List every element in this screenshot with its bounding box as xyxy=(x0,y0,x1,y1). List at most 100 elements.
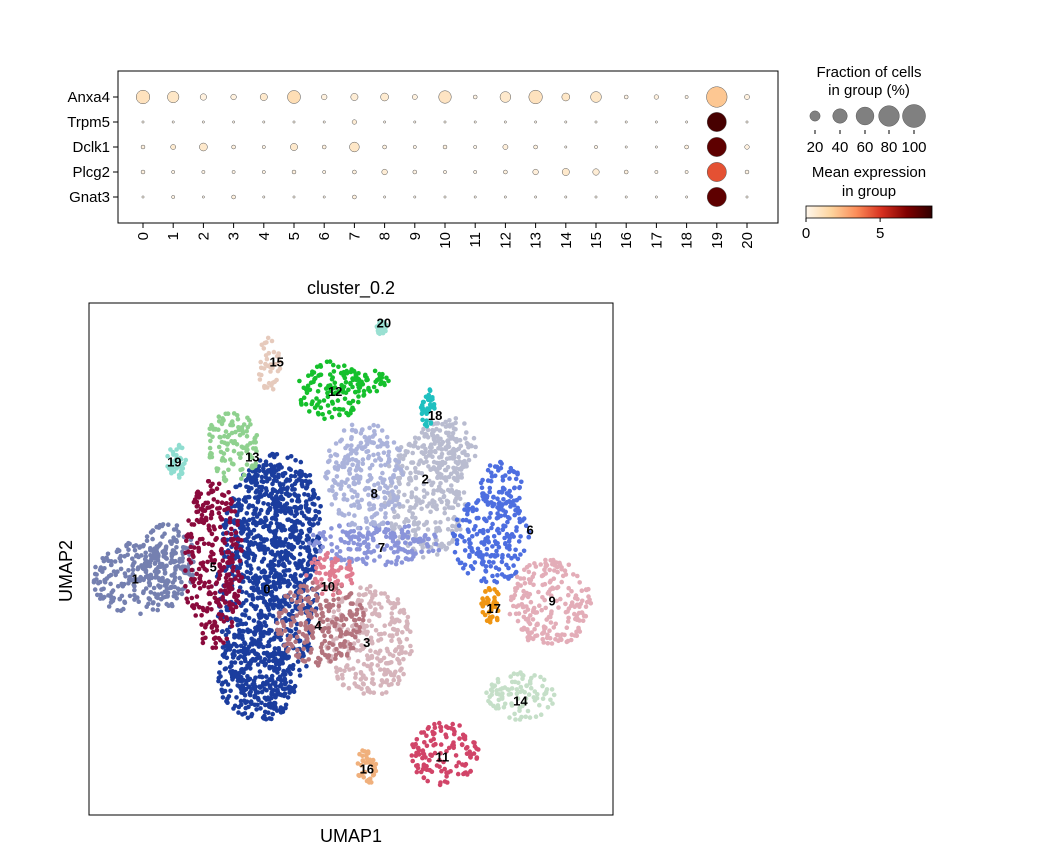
umap-point xyxy=(201,607,206,613)
umap-point xyxy=(251,527,257,533)
umap-point xyxy=(321,626,327,632)
umap-point xyxy=(112,559,118,564)
umap-point xyxy=(519,688,525,693)
umap-point xyxy=(410,528,416,533)
umap-point xyxy=(376,632,382,637)
umap-point xyxy=(119,593,125,599)
umap-point xyxy=(349,520,355,526)
umap-point xyxy=(547,580,553,585)
umap-point xyxy=(314,598,320,603)
umap-point xyxy=(375,663,381,668)
umap-point xyxy=(525,594,531,600)
gene-label: Plcg2 xyxy=(72,164,110,181)
umap-point xyxy=(366,545,371,550)
umap-point xyxy=(230,559,235,565)
size-legend-label: 100 xyxy=(901,139,926,156)
umap-point xyxy=(249,585,254,591)
umap-point xyxy=(212,558,218,563)
dot-mark xyxy=(442,144,448,150)
umap-point xyxy=(500,552,505,558)
umap-point xyxy=(246,472,252,478)
umap-point xyxy=(580,618,586,623)
umap-point xyxy=(417,459,423,464)
umap-point xyxy=(480,493,486,499)
umap-point xyxy=(257,377,263,382)
umap-point xyxy=(306,507,312,512)
umap-point xyxy=(216,414,222,420)
umap-point xyxy=(388,479,394,484)
umap-point xyxy=(297,551,303,557)
umap-point xyxy=(392,534,398,539)
umap-point xyxy=(548,558,553,563)
umap-point xyxy=(214,628,220,633)
umap-point xyxy=(346,540,351,546)
umap-point xyxy=(523,700,528,706)
umap-point xyxy=(336,511,342,516)
umap-point xyxy=(193,613,198,618)
umap-cluster-3 xyxy=(324,584,414,696)
umap-point xyxy=(464,430,469,435)
umap-point xyxy=(427,444,433,450)
umap-point xyxy=(435,433,440,439)
umap-point xyxy=(527,681,533,686)
cluster-label: 5 xyxy=(286,232,303,240)
umap-point xyxy=(372,601,377,606)
umap-point xyxy=(473,524,478,529)
umap-point xyxy=(540,683,545,689)
umap-point xyxy=(521,548,527,554)
umap-point xyxy=(383,322,389,328)
size-legend-dot xyxy=(809,110,821,122)
umap-point xyxy=(521,576,527,581)
umap-point xyxy=(369,680,375,685)
umap-point xyxy=(503,541,508,547)
umap-point xyxy=(496,544,502,550)
dot-mark xyxy=(287,90,301,104)
umap-point xyxy=(367,466,373,471)
umap-point xyxy=(228,688,233,694)
umap-point xyxy=(273,595,279,600)
umap-point xyxy=(421,764,427,769)
umap-point xyxy=(453,420,458,426)
umap-point xyxy=(449,483,454,488)
umap-point xyxy=(304,390,310,396)
umap-point xyxy=(378,463,384,468)
umap-point xyxy=(248,601,254,607)
umap-point xyxy=(235,683,240,688)
umap-point xyxy=(332,574,338,579)
umap-cluster-11 xyxy=(409,720,481,788)
umap-point xyxy=(465,452,471,458)
dot-mark xyxy=(744,169,750,175)
umap-point xyxy=(255,662,261,667)
umap-point xyxy=(337,524,342,529)
dot-mark xyxy=(744,144,750,150)
umap-point xyxy=(263,517,269,523)
umap-point xyxy=(454,541,460,546)
umap-point xyxy=(118,566,124,572)
umap-point xyxy=(337,549,343,554)
umap-point xyxy=(514,604,519,610)
umap-point xyxy=(348,645,354,651)
umap-point xyxy=(402,524,408,530)
umap-point xyxy=(179,445,185,451)
cluster-label: 2 xyxy=(195,232,212,240)
umap-point xyxy=(121,606,126,612)
umap-point xyxy=(457,437,463,443)
umap-point xyxy=(451,426,457,431)
umap-point xyxy=(346,511,352,517)
umap-point xyxy=(447,541,452,546)
umap-point xyxy=(208,512,214,517)
umap-point xyxy=(512,592,518,598)
umap-point xyxy=(515,472,520,477)
umap-point xyxy=(434,503,439,508)
dot-mark xyxy=(135,89,151,105)
umap-point xyxy=(440,459,445,465)
umap-point xyxy=(341,389,346,395)
umap-point xyxy=(243,621,249,626)
umap-point xyxy=(475,546,481,552)
umap-cluster-label: 6 xyxy=(526,523,533,538)
umap-point xyxy=(368,584,373,589)
umap-point xyxy=(345,663,350,668)
umap-point xyxy=(451,533,457,539)
umap-point xyxy=(428,396,434,401)
umap-point xyxy=(374,388,380,394)
